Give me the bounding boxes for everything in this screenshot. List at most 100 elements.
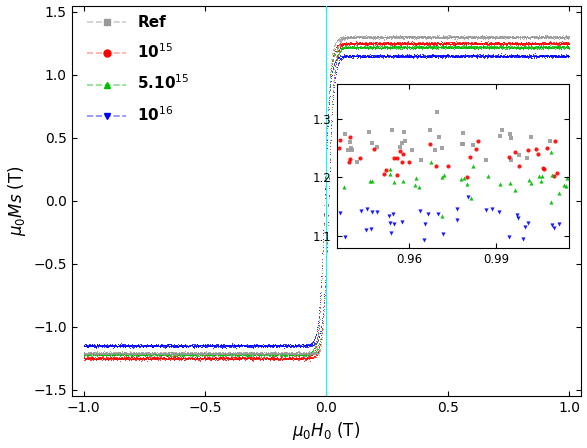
Point	[407, 34, 416, 42]
Point	[438, 32, 447, 39]
Point	[227, 353, 237, 360]
Point	[168, 350, 178, 357]
Point	[133, 341, 143, 349]
Point	[508, 52, 517, 59]
Point	[387, 53, 396, 60]
Point	[484, 40, 493, 47]
Point	[107, 352, 117, 359]
Point	[246, 352, 255, 359]
Point	[369, 41, 378, 48]
Point	[143, 355, 153, 362]
Point	[306, 342, 315, 349]
Point	[123, 350, 133, 357]
Point	[214, 350, 224, 357]
Point	[463, 53, 473, 60]
Point	[333, 42, 343, 49]
Point	[211, 343, 220, 350]
Point	[435, 44, 444, 51]
Point	[346, 51, 355, 58]
Point	[147, 350, 156, 358]
Point	[513, 33, 522, 40]
Point	[92, 348, 101, 355]
Point	[343, 39, 352, 47]
Point	[475, 40, 484, 47]
Point	[311, 350, 321, 357]
Point	[494, 42, 504, 49]
Point	[161, 355, 171, 362]
Point	[400, 53, 410, 60]
Point	[509, 43, 518, 50]
Point	[292, 355, 302, 362]
Point	[238, 353, 248, 361]
Point	[542, 32, 552, 39]
Point	[235, 351, 245, 358]
Point	[487, 34, 497, 42]
Point	[406, 52, 416, 59]
Point	[305, 348, 314, 355]
Point	[406, 40, 415, 47]
Point	[471, 52, 481, 59]
Point	[453, 41, 463, 48]
Point	[512, 34, 522, 41]
Point	[394, 53, 403, 60]
Point	[406, 39, 416, 46]
Point	[187, 350, 196, 357]
Point	[481, 52, 490, 59]
Point	[312, 333, 322, 340]
Point	[548, 34, 557, 42]
Point	[462, 38, 471, 45]
Point	[399, 35, 409, 43]
Point	[561, 51, 571, 58]
Point	[99, 349, 108, 356]
Point	[463, 39, 473, 47]
Point	[554, 52, 563, 59]
Point	[397, 52, 407, 59]
Point	[283, 352, 292, 359]
Point	[184, 351, 193, 358]
Point	[463, 33, 473, 40]
Point	[328, 57, 338, 65]
Point	[296, 352, 306, 359]
Point	[95, 342, 104, 349]
Point	[275, 350, 285, 357]
Point	[471, 33, 481, 40]
Point	[470, 39, 479, 47]
Point	[99, 355, 109, 362]
Point	[362, 52, 371, 59]
Point	[215, 341, 225, 348]
Point	[458, 39, 468, 46]
Point	[421, 40, 431, 47]
Point	[546, 32, 556, 39]
Point	[481, 34, 490, 41]
Point	[539, 43, 549, 50]
Point	[113, 355, 123, 362]
Point	[551, 40, 560, 47]
Point	[157, 349, 166, 356]
Point	[215, 342, 225, 349]
Point	[110, 344, 119, 351]
Point	[538, 40, 547, 47]
Point	[441, 53, 451, 60]
Point	[544, 53, 554, 60]
Point	[232, 341, 241, 349]
Point	[315, 348, 325, 355]
Point	[263, 351, 272, 358]
Point	[456, 32, 465, 39]
Point	[136, 351, 145, 358]
Point	[210, 342, 219, 349]
Point	[525, 34, 534, 41]
Point	[503, 40, 512, 47]
Point	[531, 43, 541, 50]
Point	[194, 356, 204, 363]
Point	[217, 349, 227, 357]
Point	[511, 52, 521, 60]
Point	[251, 355, 260, 362]
Point	[451, 39, 460, 47]
Point	[443, 40, 452, 47]
Point	[438, 40, 447, 47]
Point	[276, 341, 286, 349]
Point	[321, 278, 330, 285]
Point	[326, 67, 336, 74]
Point	[479, 53, 488, 60]
Point	[514, 45, 523, 52]
